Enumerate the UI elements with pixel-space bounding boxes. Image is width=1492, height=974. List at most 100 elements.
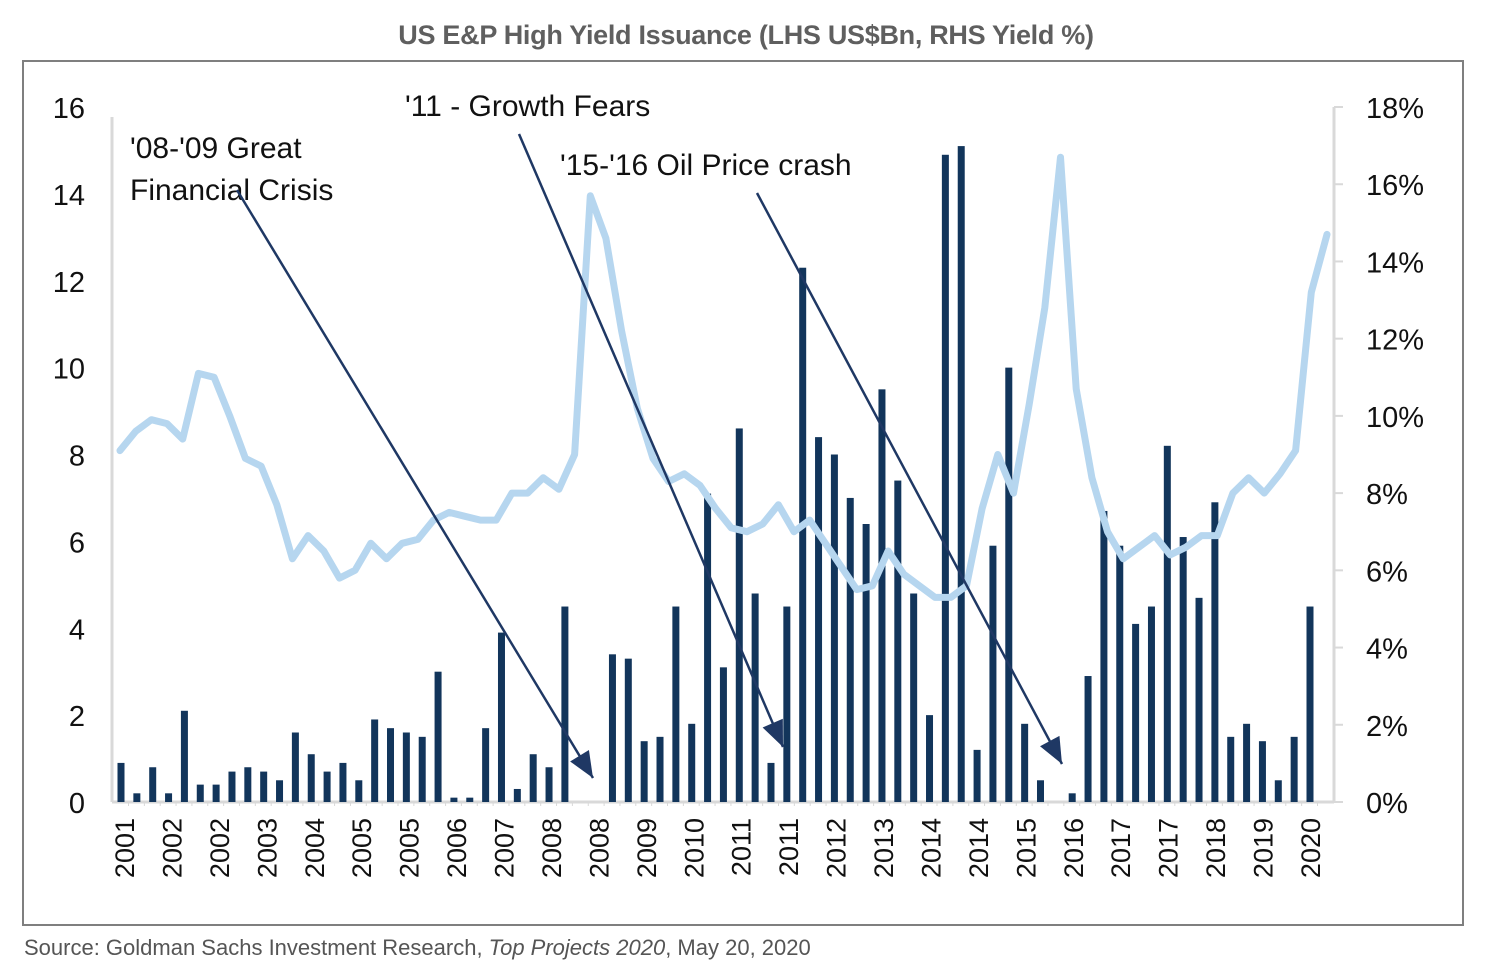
issuance-bar (228, 771, 236, 802)
x-axis-tick-label: 2003 (252, 818, 282, 878)
issuance-bar (244, 767, 252, 802)
annotation-label: '11 - Growth Fears (405, 90, 650, 123)
x-axis-tick-label: 2005 (347, 818, 377, 878)
x-axis-tick-label: 2009 (632, 818, 662, 878)
issuance-bar (339, 762, 347, 802)
issuance-bar (704, 493, 712, 802)
right-axis-tick-label: 2% (1366, 711, 1408, 743)
annotation-arrow (235, 189, 595, 779)
issuance-bar (1195, 597, 1203, 802)
issuance-bar (973, 749, 981, 802)
left-axis-tick-label: 0 (69, 788, 85, 820)
x-axis-tick-label: 2004 (300, 818, 330, 878)
issuance-bar (260, 771, 268, 802)
issuance-bar (1227, 736, 1235, 802)
x-axis-tick-label: 2011 (727, 818, 757, 876)
right-axis-tick-label: 16% (1366, 170, 1424, 202)
x-axis-tick-label: 2014 (916, 818, 946, 878)
issuance-bar (180, 710, 188, 802)
x-axis-tick-label: 2016 (1059, 818, 1089, 878)
issuance-bar (1132, 623, 1140, 802)
issuance-bar (497, 632, 505, 802)
issuance-bar (1163, 445, 1171, 802)
issuance-bar (1084, 676, 1092, 802)
issuance-bar (402, 732, 410, 802)
issuance-bar (545, 767, 553, 802)
left-axis-tick-label: 4 (69, 614, 85, 646)
issuance-bar (1147, 606, 1155, 802)
issuance-bar (1021, 723, 1029, 802)
issuance-bar (1036, 780, 1044, 802)
left-axis-tick-label: 12 (53, 267, 85, 299)
issuance-bar (196, 784, 204, 802)
issuance-bar (751, 593, 759, 802)
issuance-bar (830, 454, 838, 802)
issuance-bar (1179, 537, 1187, 802)
issuance-bar (371, 719, 379, 802)
source-note: Source: Goldman Sachs Investment Researc… (24, 935, 811, 961)
issuance-bar (1243, 723, 1251, 802)
left-axis-tick-label: 2 (69, 701, 85, 733)
issuance-bar (1211, 502, 1219, 802)
yield-line (116, 153, 1331, 601)
issuance-bar (434, 671, 442, 802)
issuance-bar (1274, 780, 1282, 802)
x-axis-tick-label: 2007 (490, 818, 520, 878)
issuance-bar (640, 741, 648, 802)
issuance-bar (1258, 741, 1266, 802)
right-axis-tick-label: 18% (1366, 93, 1424, 125)
issuance-bar (149, 767, 157, 802)
issuance-bar (608, 654, 616, 802)
arrowhead-icon (570, 750, 593, 778)
left-axis-tick-label: 16 (53, 93, 85, 125)
x-axis-tick-label: 2017 (1106, 818, 1136, 878)
right-axis-tick-label: 6% (1366, 556, 1408, 588)
issuance-bar (276, 780, 284, 802)
issuance-bar (418, 736, 426, 802)
left-axis-tick-label: 14 (53, 180, 85, 212)
right-axis-tick-label: 10% (1366, 402, 1424, 434)
x-axis-tick-label: 2014 (964, 818, 994, 878)
x-axis-tick-label: 2008 (584, 818, 614, 878)
issuance-bar (1068, 793, 1076, 802)
x-axis-tick-label: 2002 (157, 818, 187, 878)
issuance-bar (878, 389, 886, 802)
issuance-bar (355, 780, 363, 802)
issuance-bar (165, 793, 173, 802)
issuance-bar (482, 728, 490, 802)
issuance-bar (323, 771, 331, 802)
chart-frame (22, 60, 1464, 926)
x-axis-tick-label: 2002 (205, 818, 235, 878)
issuance-bar (212, 784, 220, 802)
issuance-bar (767, 762, 775, 802)
x-axis-tick-label: 2018 (1201, 818, 1231, 878)
issuance-bar (957, 146, 965, 802)
issuance-bar (719, 667, 727, 802)
x-axis-tick-label: 2017 (1154, 818, 1184, 878)
x-axis-tick-label: 2006 (442, 818, 472, 878)
x-axis-tick-label: 2010 (679, 818, 709, 878)
issuance-bar (1306, 606, 1314, 802)
issuance-bar (1005, 367, 1013, 802)
issuance-bar (862, 524, 870, 802)
issuance-bar (450, 797, 458, 802)
right-axis-tick-label: 0% (1366, 788, 1408, 820)
x-axis-tick-label: 2001 (110, 818, 140, 878)
issuance-bar (291, 732, 299, 802)
annotation-label: '08-'09 Great (130, 132, 302, 165)
chart-title: US E&P High Yield Issuance (LHS US$Bn, R… (398, 20, 1094, 50)
x-axis-tick-label: 2019 (1249, 818, 1279, 878)
source-suffix: , May 20, 2020 (665, 935, 811, 960)
issuance-bar (1290, 736, 1298, 802)
issuance-bar (656, 736, 664, 802)
x-axis-tick-label: 2012 (822, 818, 852, 878)
issuance-bar (672, 606, 680, 802)
right-axis-tick-label: 14% (1366, 247, 1424, 279)
arrowhead-icon (762, 718, 783, 747)
left-axis-tick-label: 10 (53, 354, 85, 386)
issuance-bar (783, 606, 791, 802)
issuance-bar (513, 788, 521, 802)
issuance-bar (846, 497, 854, 802)
issuance-bar (1116, 545, 1124, 802)
